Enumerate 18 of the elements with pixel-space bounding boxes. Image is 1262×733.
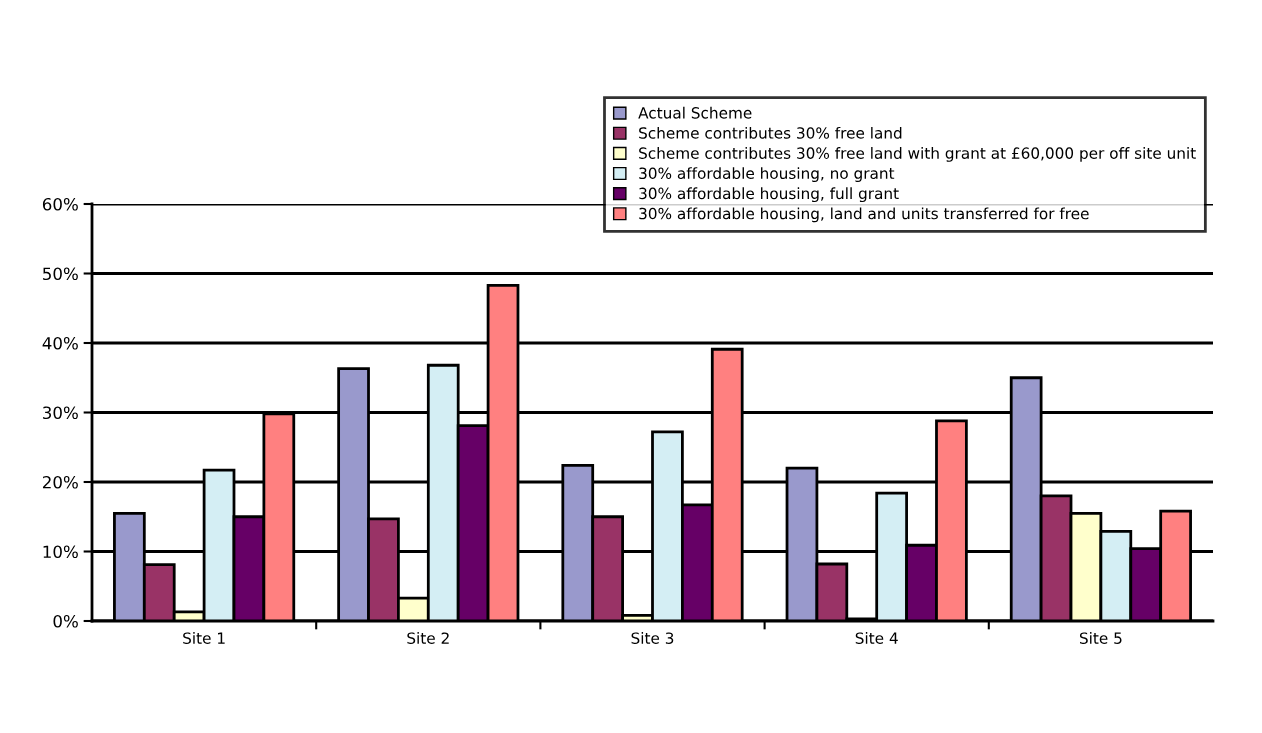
x-tick-label: Site 3 — [631, 632, 674, 644]
x-tick-label: Site 4 — [855, 632, 898, 644]
y-tick-label: 60% — [42, 197, 78, 211]
legend-label: Actual Scheme — [638, 106, 752, 119]
y-tick-label: 20% — [42, 475, 78, 489]
legend-label: 30% affordable housing, full grant — [639, 187, 899, 203]
y-tick-label: 30% — [43, 406, 78, 420]
x-tick-label: Site 2 — [407, 632, 449, 644]
y-tick-label: 50% — [43, 267, 78, 281]
legend-label: 30% affordable housing, land and units transferred for free — [639, 207, 1089, 223]
y-tick-label: 10% — [43, 545, 78, 559]
x-tick-label: Site 5 — [1079, 632, 1122, 644]
y-tick-label: 0% — [53, 614, 78, 628]
legend-label: Scheme contributes 30% free land — [639, 126, 902, 139]
legend-label: 30% affordable housing, no grant — [639, 167, 895, 182]
legend-label: Scheme contributes 30% free land with grant at £60,000 per off site unit — [639, 147, 1196, 162]
x-tick-label: Site 1 — [183, 632, 225, 644]
y-tick-label: 40% — [42, 336, 78, 350]
